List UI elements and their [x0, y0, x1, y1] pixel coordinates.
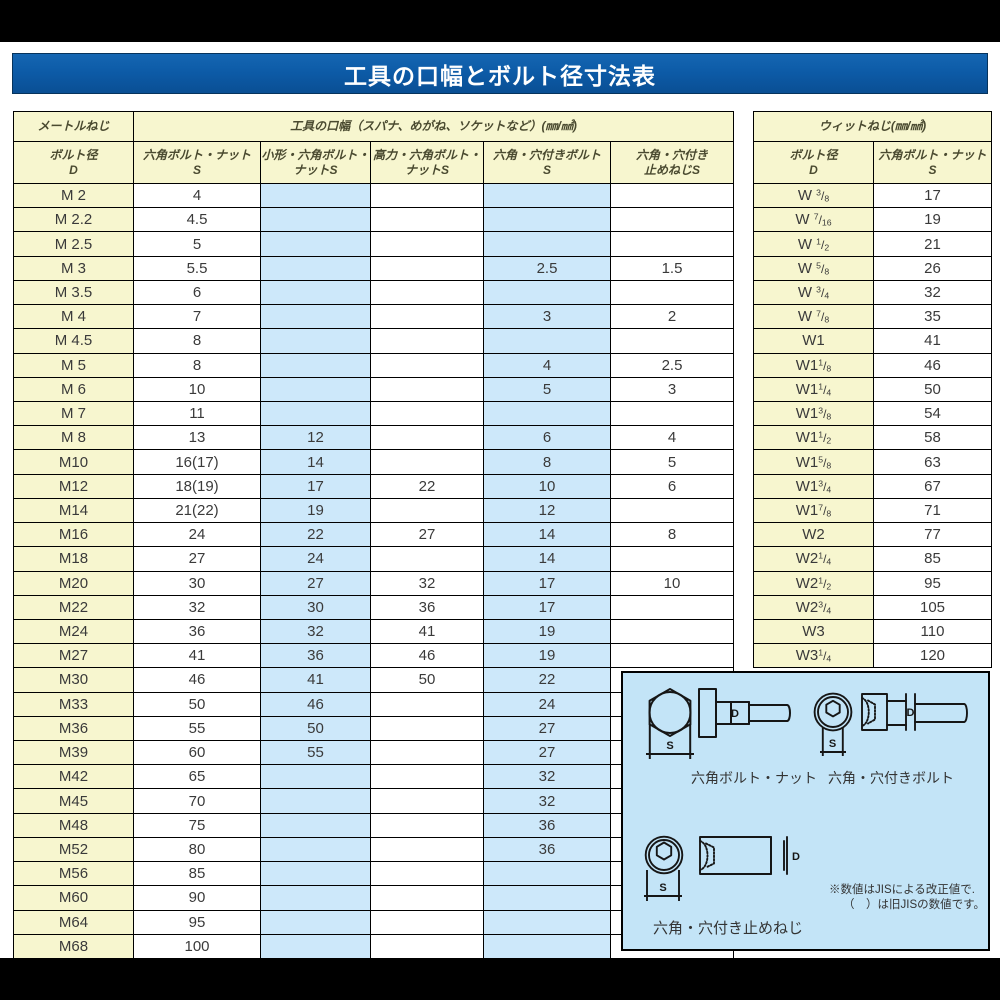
svg-text:D: D — [731, 708, 739, 720]
svg-text:六角・穴付きボルト: 六角・穴付きボルト — [828, 770, 954, 786]
svg-text:S: S — [659, 882, 666, 894]
svg-text:D: D — [907, 707, 915, 719]
svg-text:六角ボルト・ナット: 六角ボルト・ナット — [691, 770, 817, 786]
svg-text:（ ）は旧JISの数値です。: （ ）は旧JISの数値です。 — [843, 897, 985, 911]
svg-text:※数値はJISによる改正値で.: ※数値はJISによる改正値で. — [829, 882, 975, 896]
svg-text:六角・穴付き止めねじ: 六角・穴付き止めねじ — [653, 920, 803, 937]
svg-text:S: S — [829, 738, 836, 750]
svg-text:S: S — [666, 740, 673, 752]
svg-text:D: D — [792, 851, 800, 863]
